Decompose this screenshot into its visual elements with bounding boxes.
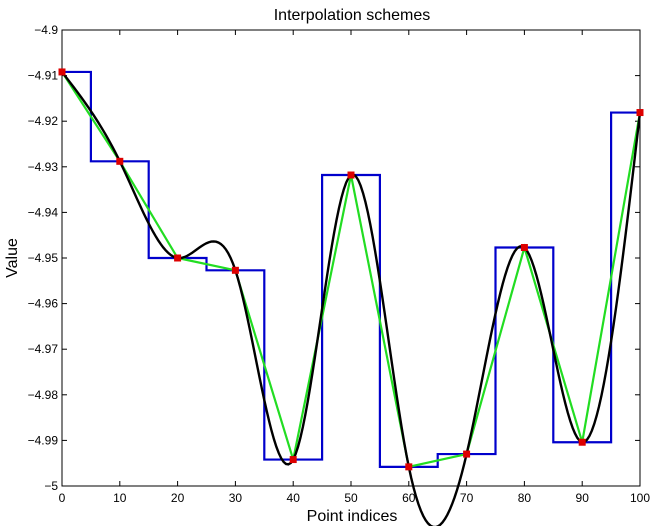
y-tick-label: −4.98 (28, 388, 59, 402)
y-tick-label: −4.99 (28, 433, 59, 447)
x-tick-label: 90 (576, 491, 590, 505)
x-tick-label: 60 (402, 491, 416, 505)
sample-point (231, 266, 239, 274)
sample-point (116, 157, 124, 165)
x-tick-label: 40 (287, 491, 301, 505)
series-nearest-line (62, 70, 640, 468)
x-tick-label: 80 (518, 491, 532, 505)
x-tick-label: 10 (113, 491, 127, 505)
y-tick-label: −4.9 (34, 23, 58, 37)
y-tick-label: −4.97 (28, 342, 59, 356)
x-tick-label: 100 (630, 491, 650, 505)
x-tick-label: 70 (460, 491, 474, 505)
x-tick-label: 50 (344, 491, 358, 505)
sample-point (58, 68, 66, 76)
sample-point (520, 244, 528, 252)
y-tick-label: −4.95 (28, 251, 59, 265)
y-axis-title: Value (4, 238, 21, 278)
sample-point (174, 254, 182, 262)
y-tick-label: −5 (44, 479, 58, 493)
y-tick-label: −4.96 (28, 297, 59, 311)
sample-point (463, 450, 471, 458)
chart-title: Interpolation schemes (274, 7, 431, 24)
sample-point (405, 463, 413, 471)
sample-point (578, 438, 586, 446)
x-tick-label: 0 (59, 491, 66, 505)
y-tick-label: −4.92 (28, 114, 59, 128)
y-tick-label: −4.94 (28, 205, 59, 219)
x-axis-title: Point indices (307, 508, 398, 525)
sample-point (289, 456, 297, 464)
plot-area: 0 10 20 30 40 50 60 70 80 90 100 −4.9 −4.91 −4.92 −4.9… (28, 23, 650, 526)
x-tick-label: 20 (171, 491, 185, 505)
y-tick-label: −4.91 (28, 69, 59, 83)
sample-point (636, 109, 644, 117)
y-tick-label: −4.93 (28, 160, 59, 174)
sample-point (347, 171, 355, 179)
x-tick-label: 30 (229, 491, 243, 505)
